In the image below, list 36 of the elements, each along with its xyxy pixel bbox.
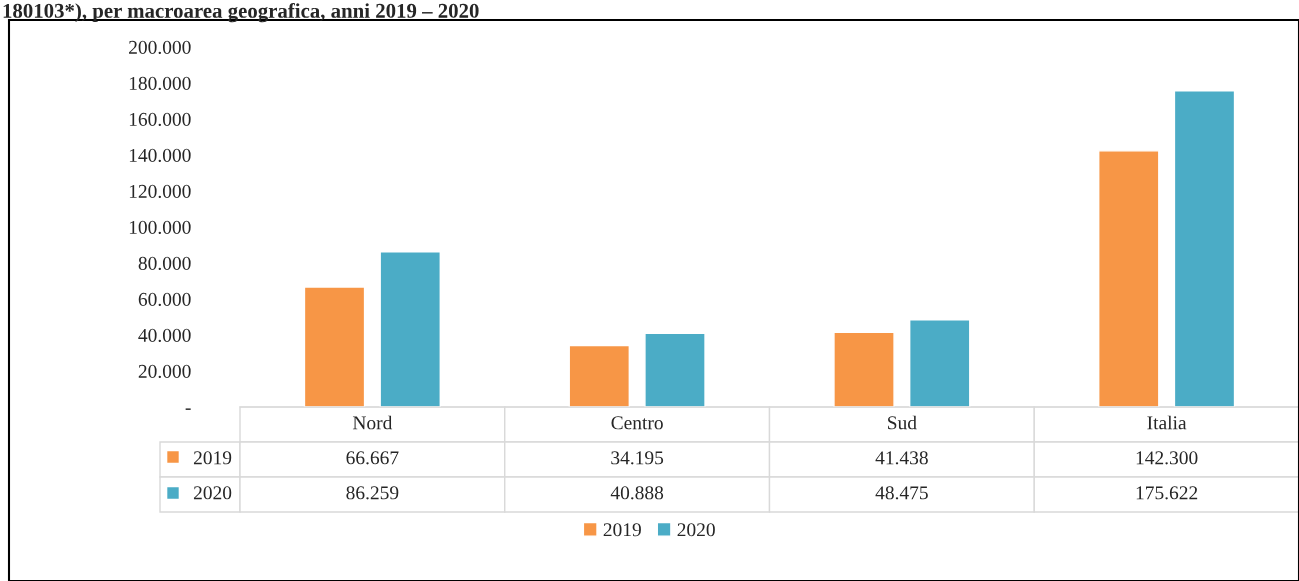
data-label: 175.622 [1136,486,1198,500]
y-tick-label: 180.000 [129,76,191,91]
bar [1173,90,1236,407]
data-label: 40.888 [610,486,664,500]
chart-title: 180103*), per macroarea geografica, anni 2019 – 2020 [3,3,479,23]
x-tick-label: Sud [888,415,917,430]
bar [1098,150,1160,407]
y-tick-label: 120.000 [129,184,191,199]
y-tick-label: 140.000 [129,148,191,163]
bar [303,286,366,407]
data-label: 34.195 [611,451,664,465]
bar [379,251,441,407]
text: 2020 [193,486,232,500]
bar [568,344,631,407]
legend-label: 2020 [677,523,715,537]
y-tick-label: 60.000 [138,292,191,307]
bar [833,331,895,407]
legend-label: 2019 [193,451,232,465]
text: 2019 [603,523,641,537]
x-tick-label: Centro [611,416,663,430]
data-label: 66.667 [346,451,399,465]
y-tick-label: 80.000 [138,256,191,271]
data-label: 86.259 [346,486,399,500]
y-tick-label: 160.000 [129,112,191,127]
bar [644,332,706,407]
y-tick-label: 20.000 [138,364,191,379]
x-tick-label: Italia [1147,415,1187,430]
y-tick-label: - [185,408,191,410]
y-tick-label: 200.000 [129,40,191,55]
data-label: 41.438 [875,451,928,465]
y-tick-label: 100.000 [129,220,191,235]
y-tick-label: 40.000 [138,328,191,343]
bar [908,319,971,407]
data-label: 142.300 [1136,451,1198,465]
data-label: 48.475 [875,486,928,500]
x-tick-label: Nord [352,415,393,430]
